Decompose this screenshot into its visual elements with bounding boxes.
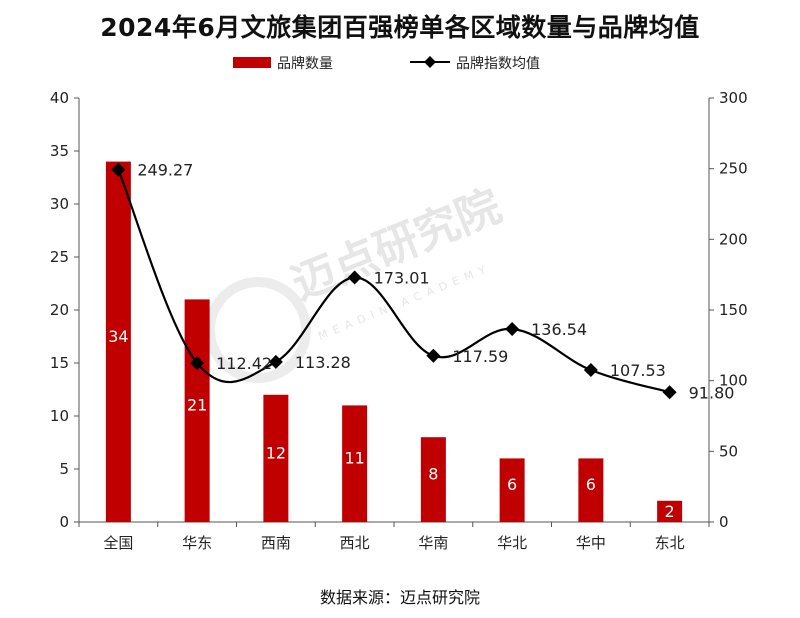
bar [342,405,368,522]
y-left-tick-label: 0 [59,513,69,531]
x-tick-label: 西北 [340,534,370,552]
bar [184,299,210,522]
line-marker [347,270,362,285]
line-label: 173.01 [374,268,430,287]
y-left-tick-label: 5 [59,460,69,478]
bar [105,161,131,522]
line-label: 91.80 [689,383,735,402]
y-right-tick-label: 0 [719,513,729,531]
y-right-tick-label: 200 [719,230,748,248]
y-right-tick-label: 50 [719,442,738,460]
bar-label: 6 [507,475,517,494]
bar-label: 2 [665,502,675,521]
y-right-tick-label: 250 [719,160,748,178]
y-right-tick-label: 300 [719,89,748,107]
bar-series [105,161,683,522]
source-note: 数据来源：迈点研究院 [319,588,480,607]
x-axis-labels: 全国 华东 西南 西北 华南 华北 华中 东北 [78,522,710,552]
bar-label: 34 [108,327,128,346]
bar-labels: 34 21 12 11 8 6 6 2 [108,327,675,521]
line-marker [505,322,520,337]
line-marker [111,162,126,177]
line-labels: 249.27 112.42 113.28 173.01 117.59 136.54 107.… [137,161,734,403]
bar-label: 8 [428,465,438,484]
y-left-tick-label: 20 [50,301,69,319]
y-left-tick-label: 25 [50,248,69,266]
y-left-tick-label: 35 [50,142,69,160]
line-label: 249.27 [137,161,193,180]
y-right-tick-label: 150 [719,301,748,319]
y-left-tick-label: 30 [50,195,69,213]
line-label: 136.54 [531,320,587,339]
watermark-text: 迈点研究院 [285,180,508,310]
bar [263,394,289,522]
line-marker [583,363,598,378]
y-axis-right-ticks: 0 50 100 150 200 250 300 [709,89,748,531]
line-label: 117.59 [452,347,508,366]
y-axis-left-ticks: 0 5 10 15 20 25 30 35 40 [50,89,79,531]
line-markers [111,162,677,400]
legend-swatch-bar [233,57,271,68]
x-tick-label: 华北 [497,534,527,552]
bar-label: 11 [344,449,364,468]
x-tick-label: 西南 [261,534,291,552]
bar-label: 21 [187,396,207,415]
chart-title: 2024年6月文旅集团百强榜单各区域数量与品牌均值 [100,13,700,42]
legend-marker [424,56,436,68]
line-label: 112.42 [216,354,272,373]
line-label: 113.28 [295,353,351,372]
bar [420,437,446,522]
line-marker [662,385,677,400]
x-tick-label: 东北 [655,534,685,552]
x-tick-label: 华中 [576,534,606,552]
y-left-tick-label: 40 [50,89,69,107]
line-marker [190,356,205,371]
bar-label: 12 [266,443,286,462]
x-tick-label: 华南 [418,534,448,552]
bar [657,500,683,522]
legend-label-bar: 品牌数量 [277,55,333,72]
bar-label: 6 [586,475,596,494]
line-marker [426,348,441,363]
line-marker [268,354,283,369]
y-left-tick-label: 10 [50,407,69,425]
y-right-tick-label: 100 [719,372,748,390]
bar [499,458,525,522]
x-tick-label: 全国 [103,534,133,552]
y-left-tick-label: 15 [50,354,69,372]
legend: 品牌数量 品牌指数均值 [233,55,540,72]
bar [578,458,604,522]
line-label: 107.53 [610,361,666,380]
legend-label-line: 品牌指数均值 [456,55,540,72]
x-tick-label: 华东 [182,534,212,552]
